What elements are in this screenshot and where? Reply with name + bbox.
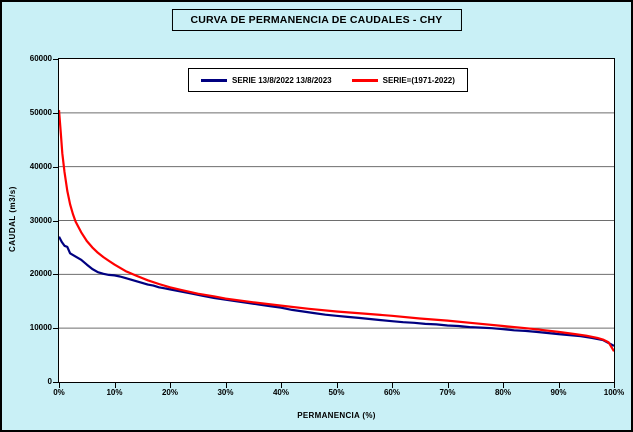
plot-area	[58, 58, 615, 383]
legend-item-serie-1971-2022: SERIE=(1971-2022)	[351, 75, 455, 85]
x-tick-mark	[281, 383, 282, 388]
y-tick-label: 0	[47, 377, 52, 386]
y-tick-mark	[53, 220, 58, 222]
legend: SERIE 13/8/2022 13/8/2023 SERIE=(1971-20…	[188, 68, 468, 92]
x-tick-mark	[503, 383, 504, 388]
legend-item-serie-2022-2023: SERIE 13/8/2022 13/8/2023	[201, 76, 332, 85]
x-tick-mark	[170, 383, 171, 388]
x-tick-mark	[614, 383, 615, 388]
x-tick-label: 70%	[439, 388, 456, 397]
x-tick-mark	[336, 383, 338, 388]
x-tick-mark	[59, 383, 60, 388]
x-tick-label: 90%	[550, 388, 567, 397]
x-tick-label: 100%	[603, 388, 625, 397]
y-tick-label: 30000	[29, 215, 52, 225]
y-tick-label: 10000	[29, 323, 52, 333]
x-tick-label: 40%	[272, 388, 289, 397]
chart-title: CURVA DE PERMANENCIA DE CAUDALES - CHY	[190, 14, 443, 26]
x-tick-mark	[558, 383, 560, 388]
x-tick-label: 50%	[328, 388, 345, 397]
legend-label: SERIE 13/8/2022 13/8/2023	[232, 75, 332, 85]
series-line-0	[59, 236, 614, 347]
legend-line-sample-red	[351, 78, 378, 82]
plot-svg	[59, 110, 614, 352]
chart-title-box: CURVA DE PERMANENCIA DE CAUDALES - CHY	[171, 9, 462, 31]
x-tick-mark	[114, 383, 116, 388]
x-tick-label: 20%	[161, 388, 178, 397]
y-tick-mark	[53, 112, 58, 114]
y-tick-label: 50000	[29, 107, 52, 117]
y-tick-label: 40000	[29, 161, 52, 171]
series-line-1	[59, 110, 614, 352]
legend-line-sample-blue	[201, 78, 227, 82]
y-tick-mark	[53, 166, 58, 168]
x-tick-label: 0%	[53, 388, 65, 397]
x-tick-label: 30%	[217, 388, 234, 397]
x-tick-label: 10%	[106, 388, 123, 397]
y-tick-mark	[53, 328, 58, 330]
x-tick-mark	[225, 383, 227, 388]
x-tick-mark	[392, 383, 393, 388]
y-tick-mark	[53, 274, 58, 276]
x-tick-mark	[447, 383, 449, 388]
y-tick-mark	[53, 59, 58, 60]
x-tick-label: 80%	[494, 388, 511, 397]
x-tick-label: 60%	[383, 388, 400, 397]
legend-label: SERIE=(1971-2022)	[382, 75, 455, 85]
y-tick-label: 60000	[29, 54, 52, 63]
y-tick-mark	[53, 382, 58, 383]
x-axis-title: PERMANENCIA (%)	[297, 411, 376, 420]
y-tick-label: 20000	[29, 269, 52, 279]
